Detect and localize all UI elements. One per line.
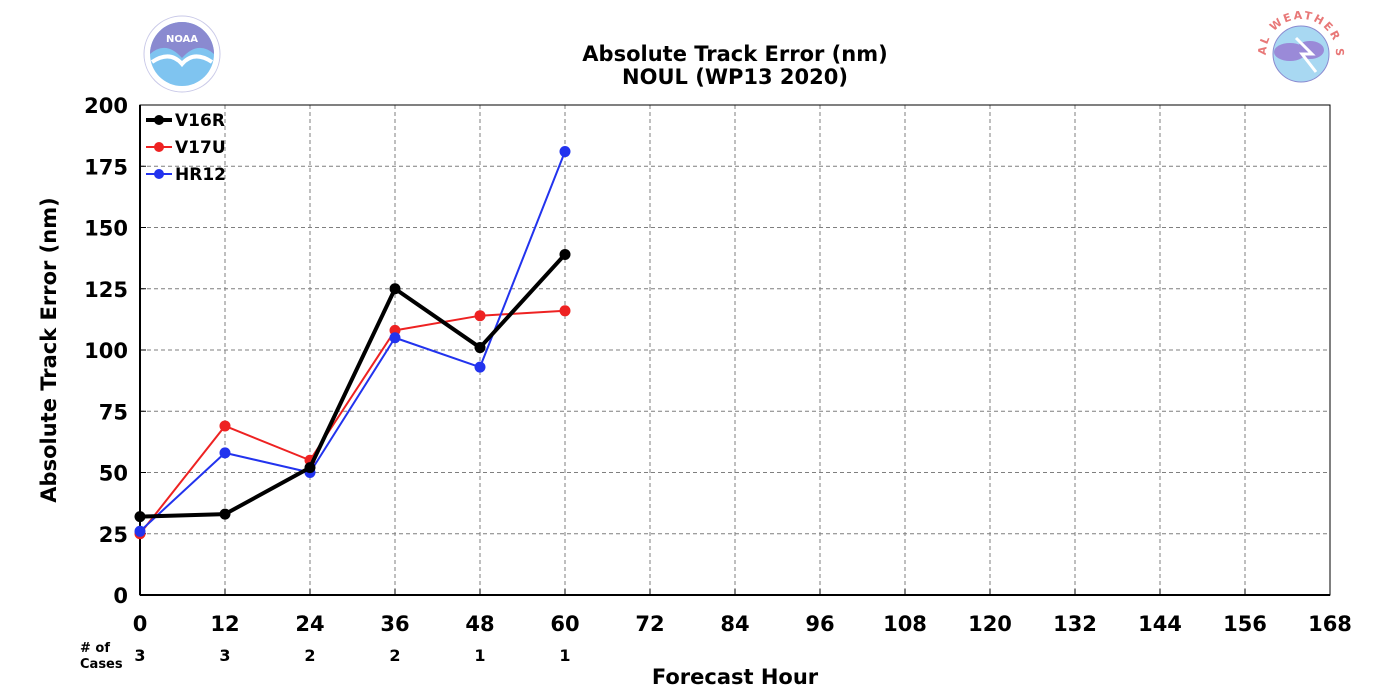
x-tick-label: 120 — [968, 612, 1012, 636]
y-tick-label: 150 — [84, 217, 128, 241]
chart-title: Absolute Track Error (nm) — [582, 42, 887, 66]
y-tick-label: 175 — [84, 155, 128, 179]
x-tick-label: 156 — [1223, 612, 1267, 636]
x-tick-label: 108 — [883, 612, 927, 636]
legend: V16R V17U HR12 — [146, 111, 226, 185]
data-point-v16r — [304, 462, 316, 474]
data-point-hr12 — [474, 361, 486, 373]
series-line-hr12 — [139, 151, 566, 533]
data-point-hr12 — [219, 447, 231, 459]
data-point-hr12 — [134, 525, 146, 537]
series-line-v17u — [139, 309, 566, 535]
y-tick-label: 75 — [99, 400, 128, 424]
x-tick-label: 12 — [210, 612, 239, 636]
data-point-v17u — [219, 420, 231, 432]
y-tick-label: 0 — [113, 584, 128, 608]
data-point-hr12 — [559, 146, 571, 158]
cases-value: 2 — [389, 646, 400, 665]
x-tick-label: 144 — [1138, 612, 1182, 636]
grid-lines — [140, 105, 1330, 595]
data-point-v17u — [559, 305, 571, 317]
cases-value: 3 — [134, 646, 145, 665]
y-tick-label: 200 — [84, 94, 128, 118]
cases-value: 1 — [559, 646, 570, 665]
data-point-v16r — [219, 508, 231, 520]
y-tick-label: 25 — [99, 523, 128, 547]
x-tick-label: 72 — [635, 612, 664, 636]
y-axis-label: Absolute Track Error (nm) — [37, 197, 61, 502]
x-tick-label: 48 — [465, 612, 494, 636]
cases-value: 3 — [219, 646, 230, 665]
legend-marker-v16r — [154, 115, 164, 125]
cases-value: 1 — [474, 646, 485, 665]
legend-label-v17u: V17U — [175, 138, 226, 158]
data-point-v17u — [474, 310, 486, 322]
data-point-v16r — [134, 511, 146, 523]
legend-marker-v17u — [154, 142, 164, 152]
data-point-v16r — [559, 248, 571, 260]
y-tick-label: 50 — [99, 462, 128, 486]
x-tick-label: 36 — [380, 612, 409, 636]
x-tick-label: 132 — [1053, 612, 1097, 636]
x-tick-label: 84 — [720, 612, 749, 636]
chart-subtitle: NOUL (WP13 2020) — [622, 65, 848, 89]
x-tick-label: 168 — [1308, 612, 1352, 636]
x-tick-label: 0 — [133, 612, 148, 636]
noaa-logo: NOAA — [143, 15, 221, 93]
x-tick-label: 60 — [550, 612, 579, 636]
y-tick-label: 125 — [84, 278, 128, 302]
legend-marker-hr12 — [154, 169, 164, 179]
y-axis-ticks: 0 25 50 75 100 125 150 175 200 — [84, 94, 146, 608]
cases-label-line2: Cases — [80, 657, 123, 672]
series-layer — [134, 146, 571, 540]
cases-values: 3 3 2 2 1 1 — [134, 646, 570, 665]
x-axis-label: Forecast Hour — [652, 665, 819, 689]
series-line-v16r — [139, 253, 567, 519]
data-point-hr12 — [389, 332, 401, 344]
noaa-logo-text: NOAA — [166, 34, 198, 45]
x-tick-label: 96 — [805, 612, 834, 636]
cases-label-line1: # of — [80, 641, 110, 656]
legend-label-hr12: HR12 — [175, 165, 226, 185]
data-point-v16r — [474, 342, 486, 354]
y-tick-label: 100 — [84, 339, 128, 363]
x-axis-ticks: 0 12 24 36 48 60 72 84 96 108 120 132 144 156 168 — [133, 589, 1352, 636]
legend-label-v16r: V16R — [175, 111, 225, 131]
cases-value: 2 — [304, 646, 315, 665]
x-tick-label: 24 — [295, 612, 324, 636]
data-point-v16r — [389, 283, 401, 295]
